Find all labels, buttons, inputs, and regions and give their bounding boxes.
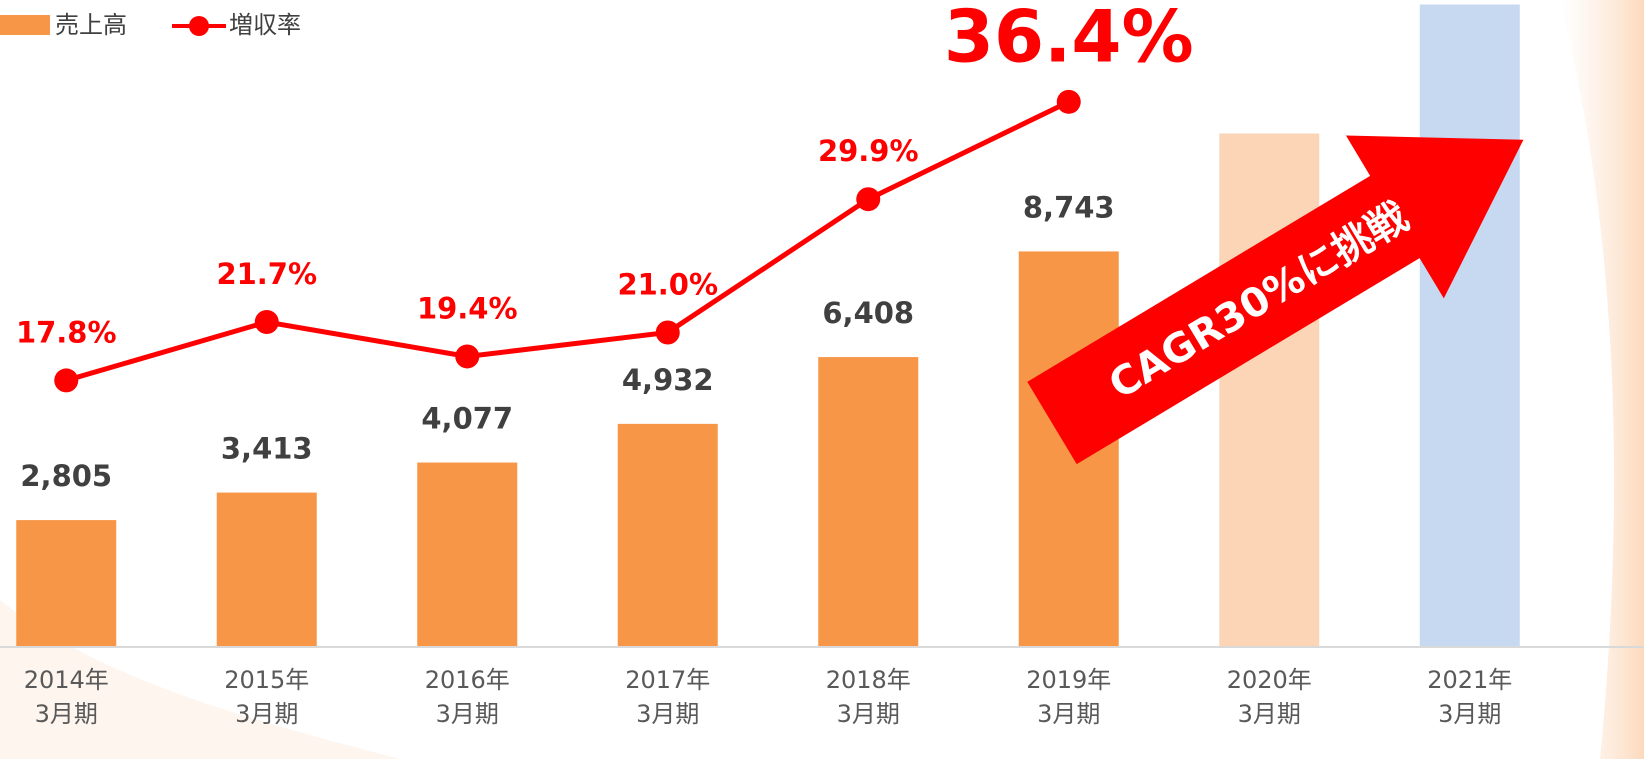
line-marker [1056,89,1081,114]
x-tick-label: 2020年 [1227,666,1312,694]
background-swoosh [1560,0,1644,759]
x-tick-label: 2018年 [826,666,911,694]
bar [617,423,718,647]
bar [1419,4,1520,648]
bar-value-label: 6,408 [822,296,914,330]
x-tick-label: 3月期 [235,700,298,728]
x-tick-label: 3月期 [636,700,699,728]
line-marker [455,344,480,369]
bar-value-label: 2,805 [20,459,112,493]
line-marker [655,320,680,345]
line-value-label: 36.4% [944,0,1194,78]
bar [216,492,317,647]
x-tick-label: 3月期 [1037,700,1100,728]
x-tick-label: 2019年 [1026,666,1111,694]
x-tick-label: 3月期 [1238,700,1301,728]
legend-label: 増収率 [229,11,301,39]
plot: 2014年 3月期 2015年 3月期 2016年 3月期 2017年 3月期 2018年 3月期… [16,0,1520,728]
line-value-label: 21.0% [617,267,718,301]
bar-value-label: 4,932 [622,363,714,397]
background-swoosh [0,600,400,759]
line-value-label: 21.7% [216,257,317,291]
bar [1219,133,1320,647]
line-marker [254,310,279,335]
x-tick-label: 2015年 [224,666,309,694]
bar-value-label: 3,413 [221,432,313,466]
x-tick-label: 2014年 [24,666,109,694]
line [65,99,1070,383]
bar-value-label: 4,077 [421,402,513,436]
x-tick-label: 3月期 [837,700,900,728]
line-value-label: 19.4% [417,291,518,325]
legend-marker [189,16,209,36]
line-marker [856,187,881,212]
line-value-label: 29.9% [818,134,919,168]
bar-value-label: 8,743 [1023,190,1115,224]
x-tick-label: 3月期 [1438,700,1501,728]
x-tick-label: 3月期 [436,700,499,728]
line-marker [54,368,79,393]
legend-label: 売上高 [55,11,127,39]
x-tick-label: 3月期 [35,700,98,728]
legend: 売上高 増収率 [0,11,301,39]
arrow-shape [1027,135,1524,465]
x-tick-label: 2021年 [1427,666,1512,694]
legend-swatch [0,15,50,35]
bar [818,357,919,647]
x-tick-label: 2017年 [625,666,710,694]
bar [16,520,117,647]
bar [417,462,518,647]
line-value-label: 17.8% [16,315,117,349]
x-tick-label: 2016年 [425,666,510,694]
